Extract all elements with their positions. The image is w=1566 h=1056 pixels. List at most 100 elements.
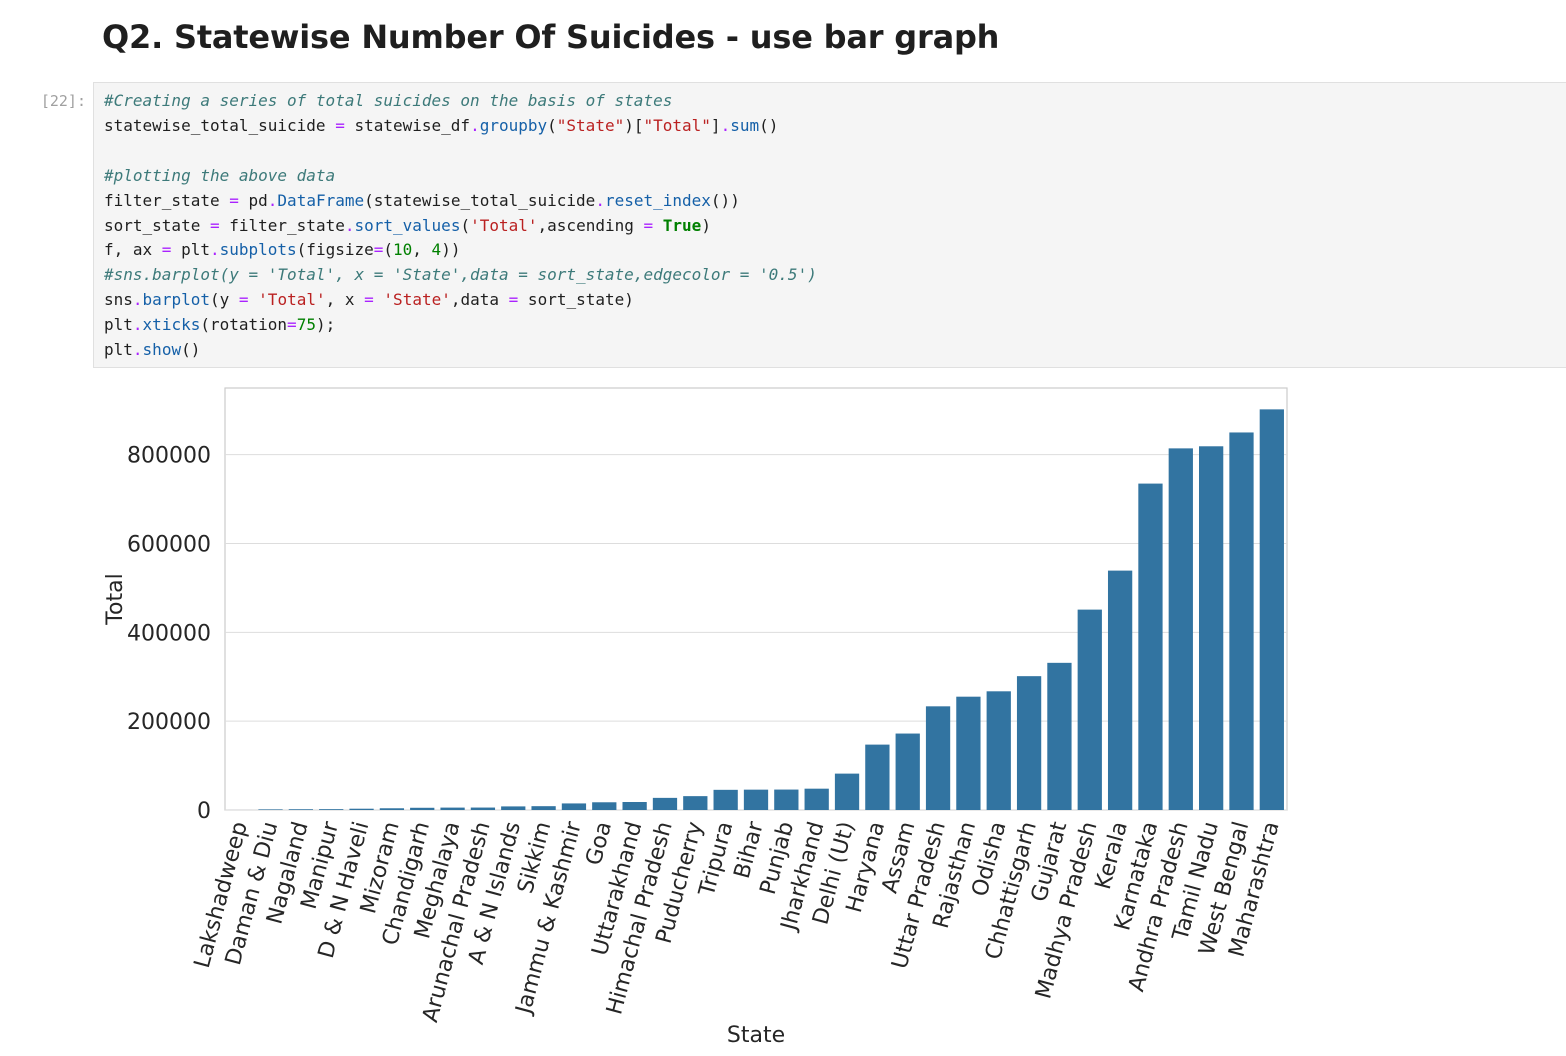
bar [987, 691, 1011, 810]
code-token: 'Total' [258, 290, 325, 309]
code-token: ()) [711, 191, 740, 210]
code-token: statewise_total_suicide [104, 116, 335, 135]
code-token: ( [547, 116, 557, 135]
bar [714, 790, 738, 810]
code-token: = [509, 290, 519, 309]
code-token: plt [104, 315, 133, 334]
bar [1017, 676, 1041, 810]
code-token: () [181, 340, 200, 359]
bar [835, 774, 859, 810]
code-token: 75 [297, 315, 316, 334]
code-editor[interactable]: #Creating a series of total suicides on … [104, 89, 817, 363]
code-token: ,ascending [538, 216, 644, 235]
bar [744, 790, 768, 810]
code-token: 'Total' [470, 216, 537, 235]
code-token: () [759, 116, 778, 135]
y-axis-label: Total [103, 573, 128, 625]
code-token: . [595, 191, 605, 210]
bar [1199, 446, 1223, 810]
code-token: = [335, 116, 345, 135]
bar [471, 808, 495, 810]
cell-prompt: [22]: [20, 92, 86, 110]
code-token: ( [383, 240, 393, 259]
code-token: . [268, 191, 278, 210]
code-token: statewise_df [345, 116, 470, 135]
bar [1138, 484, 1162, 810]
code-token: . [133, 315, 143, 334]
code-token: sort_state [104, 216, 210, 235]
code-token: #plotting the above data [104, 166, 335, 185]
code-line: plt.xticks(rotation=75); [104, 315, 335, 334]
code-token: . [470, 116, 480, 135]
code-token: sum [730, 116, 759, 135]
bar [1169, 448, 1193, 810]
code-token: filter_state [220, 216, 345, 235]
bar [592, 802, 616, 810]
code-token: 'State' [383, 290, 450, 309]
bar [1229, 432, 1253, 810]
code-line: #plotting the above data [104, 166, 335, 185]
code-token: plt [171, 240, 210, 259]
code-token: sns [104, 290, 133, 309]
bar [683, 796, 707, 810]
bar [865, 745, 889, 810]
code-line: f, ax = plt.subplots(figsize=(10, 4)) [104, 240, 460, 259]
code-token: 10 [393, 240, 412, 259]
code-token: sort_values [354, 216, 460, 235]
bar [622, 802, 646, 810]
code-line: sns.barplot(y = 'Total', x = 'State',dat… [104, 290, 634, 309]
code-token: ,data [451, 290, 509, 309]
bar [349, 809, 373, 810]
code-token: = [239, 290, 249, 309]
code-token: . [133, 340, 143, 359]
code-token: = [229, 191, 239, 210]
x-axis-label: State [727, 1023, 785, 1048]
code-token: DataFrame [277, 191, 364, 210]
code-token: )) [441, 240, 460, 259]
code-token [374, 290, 384, 309]
code-token [653, 216, 663, 235]
y-tick-label: 800000 [127, 444, 211, 469]
code-token: True [663, 216, 702, 235]
bar [896, 734, 920, 810]
code-token: "State" [557, 116, 624, 135]
code-token: (figsize [297, 240, 374, 259]
code-line: statewise_total_suicide = statewise_df.g… [104, 116, 778, 135]
bar [805, 789, 829, 810]
code-token: subplots [220, 240, 297, 259]
bar [1108, 571, 1132, 810]
code-token: = [210, 216, 220, 235]
code-token: ) [701, 216, 711, 235]
y-tick-label: 200000 [127, 710, 211, 735]
bar [926, 706, 950, 810]
code-cell[interactable]: #Creating a series of total suicides on … [93, 82, 1566, 368]
code-token: = [374, 240, 384, 259]
bar [956, 697, 980, 810]
bar [410, 808, 434, 810]
code-line: sort_state = filter_state.sort_values('T… [104, 216, 711, 235]
code-token: = [364, 290, 374, 309]
bar [319, 809, 343, 810]
code-token: plt [104, 340, 133, 359]
code-token: , [412, 240, 431, 259]
code-token: pd [239, 191, 268, 210]
code-line: plt.show() [104, 340, 200, 359]
bar [501, 806, 525, 810]
y-tick-label: 0 [197, 799, 211, 824]
code-token: = [287, 315, 297, 334]
section-heading: Q2. Statewise Number Of Suicides - use b… [102, 18, 999, 56]
code-line: #Creating a series of total suicides on … [104, 91, 672, 110]
bar [562, 803, 586, 810]
bar [1047, 663, 1071, 810]
code-token: barplot [143, 290, 210, 309]
code-line: #sns.barplot(y = 'Total', x = 'State',da… [104, 265, 817, 284]
code-token: "Total" [643, 116, 710, 135]
code-token: (y [210, 290, 239, 309]
code-token [249, 290, 259, 309]
bar [258, 809, 282, 810]
code-token: ); [316, 315, 335, 334]
code-token: (rotation [200, 315, 287, 334]
code-token: groupby [480, 116, 547, 135]
